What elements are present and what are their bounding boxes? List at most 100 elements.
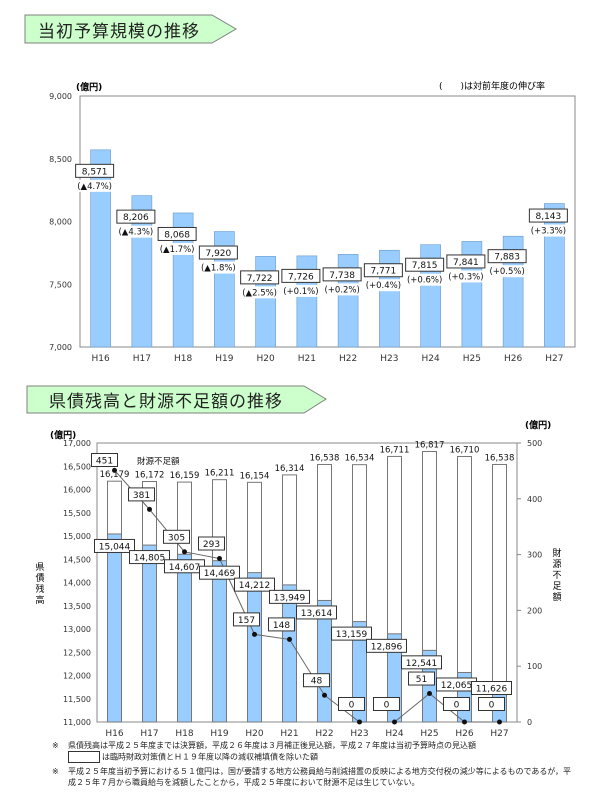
shortfall-label-box bbox=[373, 697, 400, 711]
total-label: 16,534 bbox=[345, 454, 375, 464]
y-tick-label: 11,000 bbox=[63, 718, 91, 727]
shortfall-label-box bbox=[303, 673, 330, 688]
y-unit-label: (億円) bbox=[76, 81, 102, 93]
value-label: 8,068 bbox=[164, 230, 190, 240]
x-tick-label: H26 bbox=[455, 729, 473, 739]
y-tick-label: 14,000 bbox=[63, 579, 91, 588]
growth-bg bbox=[405, 273, 444, 286]
y-tick-label: 13,500 bbox=[63, 602, 91, 611]
chart2-title-banner: 県債残高と財源不足額の推移 bbox=[26, 385, 328, 414]
x-tick-label: H25 bbox=[420, 729, 438, 739]
chart1-title-banner: 当初予算規模の推移 bbox=[24, 14, 238, 44]
y-tick-label: 16,500 bbox=[63, 462, 91, 471]
y2-tick-label: 500 bbox=[527, 439, 542, 448]
growth-label: (+0.5%) bbox=[489, 267, 524, 277]
bar-H26 bbox=[502, 235, 524, 348]
growth-note: ( )は対前年度の伸び率 bbox=[439, 80, 545, 92]
value-label-box bbox=[198, 245, 238, 260]
y-axis-label: 高 bbox=[35, 594, 44, 606]
x-tick-label: H25 bbox=[463, 354, 481, 364]
y2-axis-label: 額 bbox=[552, 591, 561, 603]
excl-label-box bbox=[129, 550, 170, 565]
growth-label: (+3.3%) bbox=[531, 227, 566, 237]
growth-bg bbox=[323, 283, 362, 296]
y2-axis-label: 財 bbox=[552, 547, 561, 559]
total-label: 16,172 bbox=[135, 471, 165, 481]
total-label: 16,179 bbox=[100, 470, 130, 480]
total-label: 16,314 bbox=[275, 464, 305, 474]
note-1-legend-text: は臨時財政対策債とＨ１９年度以降の減収補填債を除いた額 bbox=[102, 752, 318, 762]
x-tick-label: H23 bbox=[380, 354, 398, 364]
value-label: 8,206 bbox=[123, 213, 149, 223]
x-tick-label: H26 bbox=[504, 354, 522, 364]
excl-label: 14,607 bbox=[169, 563, 201, 573]
excl-label: 13,614 bbox=[301, 609, 333, 619]
y-tick-label: 13,000 bbox=[63, 625, 91, 634]
value-label-box bbox=[116, 209, 156, 224]
y-tick-label: 15,500 bbox=[63, 509, 91, 518]
bar-H16 bbox=[90, 149, 111, 348]
shortfall-label: 51 bbox=[416, 675, 427, 685]
excl-label: 14,212 bbox=[239, 581, 271, 591]
shortfall-label: 157 bbox=[238, 616, 255, 626]
shortfall-label-box bbox=[338, 697, 365, 711]
shortfall-point-H26 bbox=[462, 719, 467, 725]
y2-tick-label: 0 bbox=[527, 718, 532, 727]
shortfall-label: 48 bbox=[311, 677, 323, 687]
x-tick-label: H23 bbox=[350, 729, 368, 739]
x-tick-label: H17 bbox=[133, 354, 151, 364]
shortfall-label-box bbox=[128, 487, 155, 502]
x-tick-label: H22 bbox=[315, 729, 333, 739]
shortfall-label: 305 bbox=[168, 533, 185, 543]
shortfall-label-box bbox=[198, 536, 225, 551]
y2-tick-label: 200 bbox=[527, 606, 542, 615]
excl-label: 13,159 bbox=[336, 630, 368, 640]
x-tick-label: H19 bbox=[210, 729, 228, 739]
value-label: 7,841 bbox=[453, 258, 479, 268]
note-1-text: 県債残高は平成２５年度までは決算額，平成２６年度は３月補正後見込額，平成２７年度… bbox=[68, 741, 476, 750]
value-label: 7,771 bbox=[370, 267, 396, 277]
shortfall-label-box bbox=[478, 697, 505, 711]
y-axis-label: 債 bbox=[35, 572, 44, 584]
y-tick-label: 11,500 bbox=[63, 695, 91, 704]
bar-H27 bbox=[544, 203, 565, 348]
excl-label-box bbox=[401, 655, 442, 670]
x-tick-label: H22 bbox=[339, 354, 357, 364]
bar-H20 bbox=[255, 256, 276, 348]
excl-label: 14,469 bbox=[204, 569, 236, 579]
x-tick-label: H19 bbox=[215, 354, 233, 364]
total-label: 16,538 bbox=[485, 453, 515, 463]
x-tick-label: H20 bbox=[245, 729, 263, 739]
shortfall-label: 0 bbox=[454, 701, 460, 711]
excl-label: 15,044 bbox=[99, 542, 131, 552]
excl-label-box bbox=[331, 626, 372, 641]
y-tick-label: 14,500 bbox=[63, 555, 91, 564]
shortfall-point-H21 bbox=[287, 636, 292, 642]
y-tick-label: 8,500 bbox=[49, 155, 72, 164]
budget-chart: (億円) ( )は対前年度の伸び率 7,000 7,500 8,000 8,500 9,00… bbox=[49, 80, 576, 364]
excl-bar-H17 bbox=[142, 544, 157, 723]
value-label: 7,722 bbox=[247, 274, 273, 284]
y2-tick-label: 300 bbox=[527, 551, 542, 560]
total-label: 16,538 bbox=[310, 453, 340, 463]
growth-bg bbox=[158, 242, 197, 255]
x-tick-label: H16 bbox=[105, 729, 123, 739]
y-tick-label: 15,000 bbox=[63, 532, 91, 541]
total-label: 16,159 bbox=[170, 471, 200, 481]
growth-bg bbox=[446, 270, 485, 283]
growth-label: (▲2.5%) bbox=[242, 288, 277, 298]
shortfall-label-box bbox=[233, 612, 260, 627]
chart2-title: 県債残高と財源不足額の推移 bbox=[49, 392, 283, 412]
growth-label: (+0.6%) bbox=[407, 276, 442, 286]
y2-axis-label: 不 bbox=[552, 570, 561, 581]
shortfall-point-H22 bbox=[322, 692, 327, 698]
note-mark: ※ bbox=[52, 767, 59, 776]
shortfall-label: 0 bbox=[384, 701, 390, 711]
value-label-box bbox=[363, 263, 403, 278]
bar-H19 bbox=[214, 231, 235, 348]
shortfall-point-H20 bbox=[252, 631, 257, 637]
excl-bar-H16 bbox=[107, 533, 122, 723]
shortfall-label-box bbox=[443, 697, 470, 711]
shortfall-label: 381 bbox=[133, 491, 150, 501]
